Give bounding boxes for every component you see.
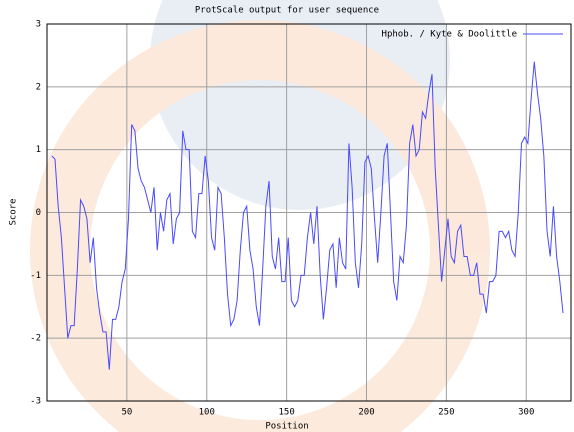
- y-tick-label: 1: [36, 145, 41, 155]
- x-tick-label: 250: [438, 408, 454, 418]
- y-tick-label: 2: [36, 82, 41, 92]
- x-tick-label: 200: [358, 408, 374, 418]
- y-tick-label: -2: [30, 334, 41, 344]
- y-axis-label: Score: [9, 198, 19, 225]
- y-tick-label: 0: [36, 208, 41, 218]
- x-tick-label: 150: [279, 408, 295, 418]
- y-tick-label: -3: [30, 397, 41, 407]
- y-tick-label: 3: [36, 20, 41, 30]
- x-tick-label: 50: [121, 408, 132, 418]
- plot-frame: [46, 23, 572, 402]
- data-line: [51, 61, 564, 370]
- legend-label: Hphob. / Kyte & Doolittle: [382, 30, 517, 40]
- x-tick-label: 300: [518, 408, 534, 418]
- x-axis-label: Position: [265, 422, 308, 432]
- y-tick-label: -1: [30, 271, 41, 281]
- watermark: [30, 0, 490, 432]
- chart-title: ProtScale output for user sequence: [195, 6, 379, 16]
- x-tick-label: 100: [199, 408, 215, 418]
